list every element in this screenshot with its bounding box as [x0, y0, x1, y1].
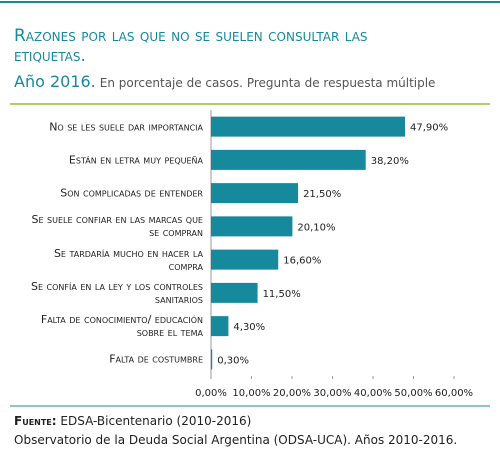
x-tick-label: 60,00%: [435, 388, 473, 399]
y-tick-label: Falta de costumbre: [109, 352, 203, 366]
bar: [211, 316, 229, 337]
value-label: 20,10%: [297, 222, 335, 233]
value-label: 16,60%: [283, 256, 321, 267]
subtitle-text: En porcentaje de casos. Pregunta de resp…: [99, 76, 436, 90]
bar: [211, 183, 299, 204]
y-tick-label: No se les suele dar importancia: [49, 120, 203, 134]
x-tick-label: 40,00%: [354, 388, 392, 399]
subtitle: Año 2016. En porcentaje de casos. Pregunt…: [14, 72, 435, 91]
source: EDSA-Bicentenario (2010-2016): [60, 414, 252, 428]
footer: Fuente: EDSA-Bicentenario (2010-2016) Obs…: [14, 412, 457, 450]
y-tick-label: Son complicadas de entender: [60, 186, 203, 200]
x-tick-label: 10,00%: [232, 388, 270, 399]
bar: [211, 249, 279, 270]
bar: [211, 282, 258, 303]
value-label: 21,50%: [303, 189, 341, 200]
y-tick-label: Se confía en la ley y los controles sani…: [31, 279, 203, 306]
x-tick-label: 0,00%: [195, 388, 227, 399]
subtitle-year: Año 2016.: [14, 72, 96, 91]
chart-title: Razones por las que no se suelen consult…: [14, 26, 368, 66]
source-label: Fuente:: [14, 414, 57, 428]
value-label: 47,90%: [410, 123, 448, 134]
bar: [211, 116, 405, 137]
y-tick-label: Se tardaría mucho en hacer la compra: [53, 246, 203, 273]
value-label: 0,30%: [217, 355, 249, 366]
y-tick-label: Están en letra muy pequeña: [68, 153, 203, 167]
note: Observatorio de la Deuda Social Argentin…: [14, 433, 458, 447]
x-tick-label: 20,00%: [273, 388, 311, 399]
bar: [211, 149, 366, 170]
x-tick-label: 30,00%: [313, 388, 351, 399]
value-label: 4,30%: [233, 322, 265, 333]
y-tick-label: Falta de conocimiento/ educación sobre e…: [40, 313, 203, 340]
x-tick-label: 50,00%: [394, 388, 432, 399]
y-tick-label: Se suele confiar en las marcas que se co…: [31, 213, 204, 240]
value-label: 11,50%: [263, 289, 301, 300]
bar: [211, 349, 213, 370]
bar: [211, 216, 293, 237]
value-label: 38,20%: [371, 156, 409, 167]
